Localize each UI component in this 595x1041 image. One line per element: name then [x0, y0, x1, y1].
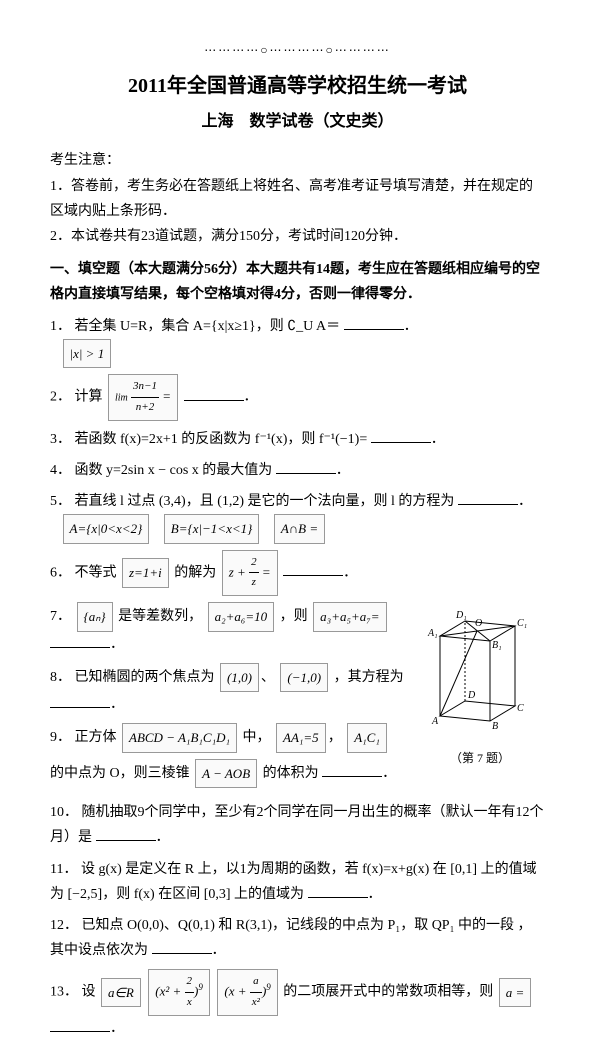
- problem-text: 已知点 O(0,0)、Q(0,1) 和 R(3,1)，记线段的中点为 P₁，取 …: [50, 918, 531, 958]
- formula-box: a₂+a₆=10: [208, 602, 275, 631]
- problem-text: 若全集 U=R，集合 A={x|x≥1}，则 ∁_U A＝: [75, 319, 341, 334]
- formula-box: (x + ax²)9: [217, 969, 277, 1016]
- problem-number: 5．: [50, 494, 71, 509]
- problem-2: 2． 计算 lim 3n−1n+2 = ．: [50, 374, 545, 421]
- problem-text: 已知椭圆的两个焦点为: [75, 670, 215, 685]
- problem-number: 6．: [50, 565, 71, 580]
- problem-text: 的解为: [174, 565, 216, 580]
- formula-box: A={x|0<x<2}: [63, 514, 150, 543]
- problem-number: 9．: [50, 730, 71, 745]
- problem-number: 10．: [50, 805, 78, 820]
- answer-blank: [283, 561, 343, 576]
- formula-box: ABCD − A₁B₁C₁D₁: [122, 723, 237, 752]
- problem-number: 2．: [50, 390, 71, 405]
- problem-14: 13． 设 a∈R (x² + 2x)9 (x + ax²)9 的二项展开式中的…: [50, 969, 545, 1041]
- problem-text: 是等差数列，: [118, 609, 202, 624]
- problem-3: 3． 若函数 f(x)=2x+1 的反函数为 f⁻¹(x)，则 f⁻¹(−1)=…: [50, 427, 545, 452]
- formula-box: AA₁=5: [276, 723, 326, 752]
- formula-box: z + 2z =: [222, 550, 278, 597]
- answer-blank: [50, 1017, 110, 1032]
- problem-7: 7． {aₙ} 是等差数列， a₂+a₆=10 ，则 a₃+a₅+a₇= ．: [50, 602, 545, 657]
- problem-text: ，则: [280, 609, 308, 624]
- problem-number: 1．: [50, 319, 71, 334]
- problem-text: ，其方程为: [334, 670, 404, 685]
- problem-number: 7．: [50, 609, 71, 624]
- problem-text: 若直线 l 过点 (3,4)，且 (1,2) 是它的一个法向量，则 l 的方程为: [75, 494, 455, 509]
- problem-text: 设 g(x) 是定义在 R 上，以1为周期的函数，若 f(x)=x+g(x) 在…: [50, 862, 537, 902]
- formula-box: A − AOB: [195, 759, 257, 788]
- problem-text: 设: [82, 985, 96, 1000]
- problem-text: 的体积为: [263, 766, 319, 781]
- problem-1: 1． 若全集 U=R，集合 A={x|x≥1}，则 ∁_U A＝ ． |x| >…: [50, 314, 545, 369]
- formula-box: (x² + 2x)9: [148, 969, 210, 1016]
- formula-box: (−1,0): [280, 663, 328, 692]
- formula-box: z=1+i: [122, 558, 169, 587]
- problem-12: 11． 设 g(x) 是定义在 R 上，以1为周期的函数，若 f(x)=x+g(…: [50, 857, 545, 907]
- answer-blank: [371, 428, 431, 443]
- problem-9: 9． 正方体 ABCD − A₁B₁C₁D₁ 中， AA₁=5， A₁C₁: [50, 723, 545, 752]
- exam-title: 2011年全国普通高等学校招生统一考试: [50, 68, 545, 104]
- notice-body-2: 2．本试卷共有23道试题，满分150分，考试时间120分钟．: [50, 224, 545, 249]
- formula-box: |x| > 1: [63, 339, 112, 368]
- problem-8: 8． 已知椭圆的两个焦点为 (1,0)、 (−1,0) ，其方程为 ．: [50, 663, 545, 718]
- problem-13: 12． 已知点 O(0,0)、Q(0,1) 和 R(3,1)，记线段的中点为 P…: [50, 913, 545, 963]
- formula-box: {aₙ}: [77, 602, 113, 631]
- notice-body-1: 1．答卷前，考生务必在答题纸上将姓名、高考准考证号填写清楚，并在规定的区域内贴上…: [50, 174, 545, 224]
- problem-10: 的中点为 O，则三棱锥 A − AOB 的体积为 ．: [50, 759, 545, 788]
- answer-blank: [184, 386, 244, 401]
- problem-text: 计算: [75, 390, 103, 405]
- header-separator: ⋯⋯⋯⋯○⋯⋯⋯⋯○⋯⋯⋯⋯: [50, 40, 545, 62]
- formula-box: (1,0): [220, 663, 259, 692]
- problem-number: 3．: [50, 432, 71, 447]
- exam-subtitle: 上海 数学试卷（文史类）: [50, 108, 545, 137]
- notice-head: 考生注意：: [50, 148, 545, 173]
- formula-box: B={x|−1<x<1}: [164, 514, 260, 543]
- formula-box: a∈R: [101, 978, 141, 1007]
- problem-11: 10． 随机抽取9个同学中，至少有2个同学在同一月出生的概率（默认一年有12个月…: [50, 800, 545, 850]
- formula-box: A∩B =: [274, 514, 325, 543]
- answer-blank: [276, 459, 336, 474]
- answer-blank: [96, 826, 156, 841]
- answer-blank: [458, 490, 518, 505]
- section-1-heading: 一、填空题（本大题满分56分）本大题共有14题，考生应在答题纸相应编号的空格内直…: [50, 257, 545, 307]
- problem-number: 8．: [50, 670, 71, 685]
- problem-number: 11．: [50, 862, 77, 877]
- answer-blank: [344, 315, 404, 330]
- problem-text: 不等式: [75, 565, 117, 580]
- problem-number: 4．: [50, 463, 71, 478]
- problem-text: 正方体: [75, 730, 117, 745]
- formula-box: lim 3n−1n+2 =: [108, 374, 178, 421]
- formula-box: a =: [499, 978, 532, 1007]
- problem-text: 的中点为 O，则三棱锥: [50, 766, 190, 781]
- problem-5: 5． 若直线 l 过点 (3,4)，且 (1,2) 是它的一个法向量，则 l 的…: [50, 489, 545, 544]
- formula-box: a₃+a₅+a₇=: [313, 602, 386, 631]
- answer-blank: [152, 939, 212, 954]
- problem-text: 中，: [243, 730, 271, 745]
- answer-blank: [50, 633, 110, 648]
- formula-box: A₁C₁: [347, 723, 387, 752]
- problem-text: 若函数 f(x)=2x+1 的反函数为 f⁻¹(x)，则 f⁻¹(−1)=: [75, 432, 368, 447]
- problem-4: 4． 函数 y=2sin x − cos x 的最大值为 ．: [50, 458, 545, 483]
- problem-text: 的二项展开式中的常数项相等，则: [283, 985, 493, 1000]
- answer-blank: [308, 883, 368, 898]
- answer-blank: [50, 693, 110, 708]
- answer-blank: [322, 762, 382, 777]
- problem-6: 6． 不等式 z=1+i 的解为 z + 2z = ．: [50, 550, 545, 597]
- problem-number: 13．: [50, 985, 78, 1000]
- problem-number: 12．: [50, 918, 78, 933]
- problem-text: 函数 y=2sin x − cos x 的最大值为: [75, 463, 273, 478]
